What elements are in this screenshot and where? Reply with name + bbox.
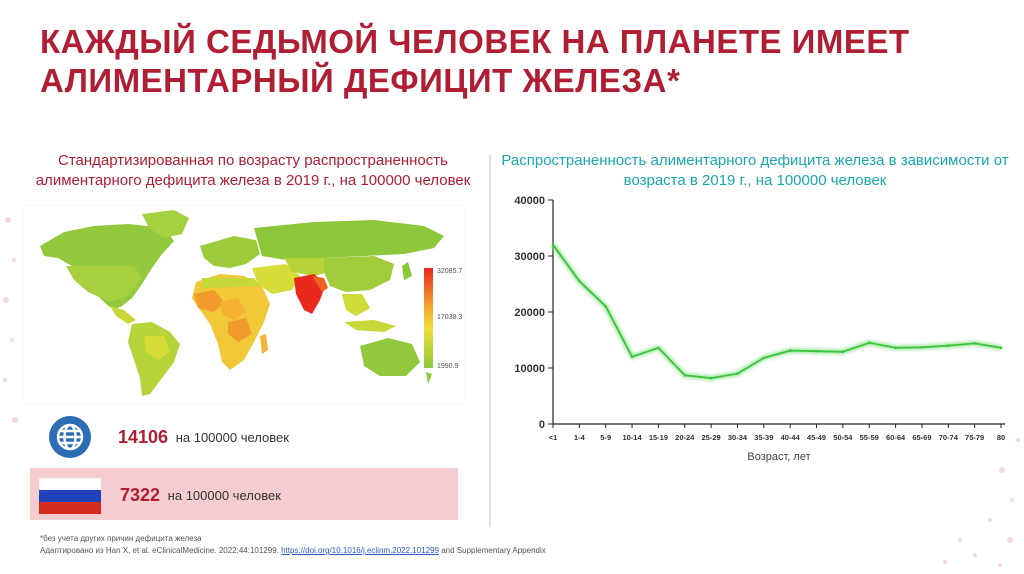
y-tick-label: 10000	[514, 363, 545, 375]
map-australia	[360, 338, 420, 376]
x-tick-label: 70-74	[939, 433, 959, 442]
russia-stat-text: 7322 на 100000 человек	[120, 485, 281, 506]
map-legend-mid: 17038.3	[437, 314, 462, 321]
map-legend-max: 32085.7	[437, 268, 462, 275]
global-stat-text: 14106 на 100000 человек	[118, 427, 289, 448]
y-tick-label: 40000	[514, 195, 545, 207]
data-point	[815, 349, 818, 353]
data-point	[630, 355, 634, 359]
map-legend-min: 1990.9	[437, 363, 459, 370]
map-middle-east	[252, 264, 300, 294]
doi-link[interactable]: https://doi.org/10.1016/j.eclinm.2022.10…	[281, 546, 439, 555]
data-point	[551, 243, 555, 247]
data-point	[788, 349, 792, 352]
data-point	[973, 342, 976, 345]
map-legend-bar	[424, 268, 433, 368]
x-tick-label: 30-34	[728, 433, 748, 442]
map-russia	[254, 220, 444, 260]
footnote-source: Адаптировано из Han X, et al. eClinicalM…	[40, 546, 546, 555]
x-tick-label: 40-44	[781, 433, 801, 442]
world-prevalence-map: 32085.7 17038.3 1990.9	[40, 210, 462, 396]
y-tick-label: 30000	[514, 251, 545, 263]
x-tick-label: 15-19	[649, 433, 668, 442]
data-point	[578, 279, 581, 283]
data-point	[920, 345, 924, 349]
x-tick-label: 80	[997, 433, 1005, 442]
map-china	[324, 256, 394, 292]
panel-divider	[489, 155, 491, 527]
x-tick-label: 65-69	[912, 433, 931, 442]
map-madagascar	[260, 334, 268, 354]
x-tick-label: 60-64	[886, 433, 906, 442]
x-axis-label: Возраст, лет	[747, 451, 810, 463]
global-stat-value: 14106	[118, 427, 169, 447]
map-usa	[66, 266, 142, 302]
footnote-note: *без учета других причин дефицита железа	[40, 534, 202, 543]
global-stat-unit: на 100000 человек	[175, 430, 289, 445]
x-tick-label: 75-79	[965, 433, 984, 442]
data-point	[867, 341, 871, 345]
data-point	[709, 376, 713, 380]
source-suffix: and Supplementary Appendix	[441, 546, 546, 555]
map-southeast-asia	[342, 294, 370, 316]
x-tick-label: 25-29	[702, 433, 721, 442]
x-tick-label: 50-54	[833, 433, 853, 442]
russia-stat-row: 7322 на 100000 человек	[30, 468, 458, 520]
map-greenland	[142, 210, 189, 238]
series-line-glow	[550, 243, 1002, 381]
map-central-america	[110, 306, 136, 324]
world-map-card: 32085.7 17038.3 1990.9	[24, 206, 464, 403]
data-point	[946, 344, 950, 347]
series-line	[552, 244, 1002, 379]
map-subtitle: Стандартизированная по возрасту распрост…	[35, 152, 471, 189]
data-point	[999, 346, 1003, 350]
data-point	[604, 305, 608, 308]
russia-stat-unit: на 100000 человек	[167, 488, 281, 503]
global-stat-row: 14106 на 100000 человек	[30, 410, 458, 462]
x-tick-label: 20-24	[675, 433, 695, 442]
data-point	[657, 346, 660, 350]
chart-title: Распространенность алиментарного дефицит…	[501, 152, 1009, 189]
data-point	[736, 372, 739, 375]
x-tick-label: 5-9	[600, 433, 611, 442]
x-tick-label: 1-4	[574, 433, 586, 442]
data-point	[894, 346, 897, 350]
x-tick-label: 45-49	[807, 433, 826, 442]
russia-flag-icon	[39, 478, 101, 514]
data-point	[762, 356, 766, 360]
x-tick-label: 10-14	[622, 433, 642, 442]
map-west-africa-high	[194, 290, 224, 312]
x-tick-label: <1	[549, 433, 558, 442]
x-tick-label: 35-39	[754, 433, 773, 442]
y-tick-label: 0	[539, 419, 545, 431]
x-tick-label: 55-59	[860, 433, 879, 442]
map-japan	[402, 262, 412, 280]
age-prevalence-chart: 0 10000 20000 30000 40000 <1 1-4 5-9 10-14 15-19…	[514, 195, 1005, 463]
page-title: КАЖДЫЙ СЕДЬМОЙ ЧЕЛОВЕК НА ПЛАНЕТЕ ИМЕЕТ …	[40, 23, 910, 99]
y-tick-label: 20000	[514, 307, 545, 319]
map-europe	[200, 236, 260, 268]
russia-stat-value: 7322	[120, 485, 161, 505]
globe-icon	[49, 416, 91, 458]
data-point	[683, 373, 687, 377]
source-text: Адаптировано из Han X, et al. eClinicalM…	[40, 546, 279, 555]
map-new-zealand	[426, 372, 432, 384]
data-point	[841, 350, 845, 354]
map-south-america	[128, 322, 180, 396]
map-indonesia	[344, 320, 396, 332]
